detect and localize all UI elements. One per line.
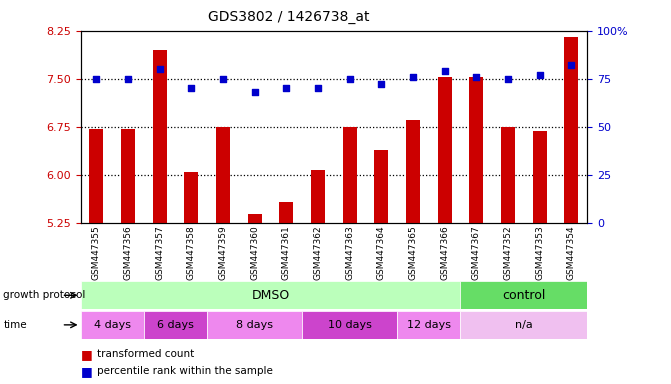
Bar	[564, 37, 578, 223]
Point	[566, 62, 576, 68]
Text: n/a: n/a	[515, 320, 533, 330]
Bar	[374, 151, 389, 223]
Bar	[533, 131, 547, 223]
Point	[534, 72, 545, 78]
Text: GDS3802 / 1426738_at: GDS3802 / 1426738_at	[208, 10, 369, 23]
Point	[407, 74, 418, 80]
Point	[503, 76, 513, 82]
Point	[281, 85, 292, 91]
Bar	[397, 311, 460, 339]
Text: control: control	[502, 289, 546, 302]
Bar	[207, 311, 302, 339]
Point	[344, 76, 355, 82]
Bar	[501, 127, 515, 223]
Bar	[302, 311, 397, 339]
Text: percentile rank within the sample: percentile rank within the sample	[97, 366, 273, 376]
Text: 4 days: 4 days	[94, 320, 131, 330]
Point	[440, 68, 450, 74]
Bar	[81, 281, 460, 309]
Bar	[152, 50, 167, 223]
Text: 6 days: 6 days	[157, 320, 194, 330]
Text: transformed count: transformed count	[97, 349, 195, 359]
Point	[250, 89, 260, 95]
Bar	[469, 78, 483, 223]
Bar	[89, 129, 103, 223]
Bar	[144, 311, 207, 339]
Bar	[248, 214, 262, 223]
Point	[376, 81, 386, 88]
Text: 8 days: 8 days	[236, 320, 273, 330]
Bar	[216, 127, 230, 223]
Bar	[81, 311, 144, 339]
Point	[123, 76, 134, 82]
Point	[186, 85, 197, 91]
Text: 12 days: 12 days	[407, 320, 451, 330]
Bar	[342, 127, 357, 223]
Point	[91, 76, 102, 82]
Text: growth protocol: growth protocol	[3, 290, 86, 300]
Text: time: time	[3, 320, 27, 330]
Text: 10 days: 10 days	[327, 320, 372, 330]
Bar	[437, 78, 452, 223]
Bar	[279, 202, 293, 223]
Bar	[460, 281, 587, 309]
Bar	[311, 170, 325, 223]
Text: ■: ■	[81, 365, 93, 378]
Point	[217, 76, 228, 82]
Bar	[185, 172, 199, 223]
Bar	[121, 129, 135, 223]
Point	[313, 85, 323, 91]
Bar	[406, 120, 420, 223]
Bar	[460, 311, 587, 339]
Point	[154, 66, 165, 72]
Text: DMSO: DMSO	[252, 289, 290, 302]
Text: ■: ■	[81, 348, 93, 361]
Point	[471, 74, 482, 80]
